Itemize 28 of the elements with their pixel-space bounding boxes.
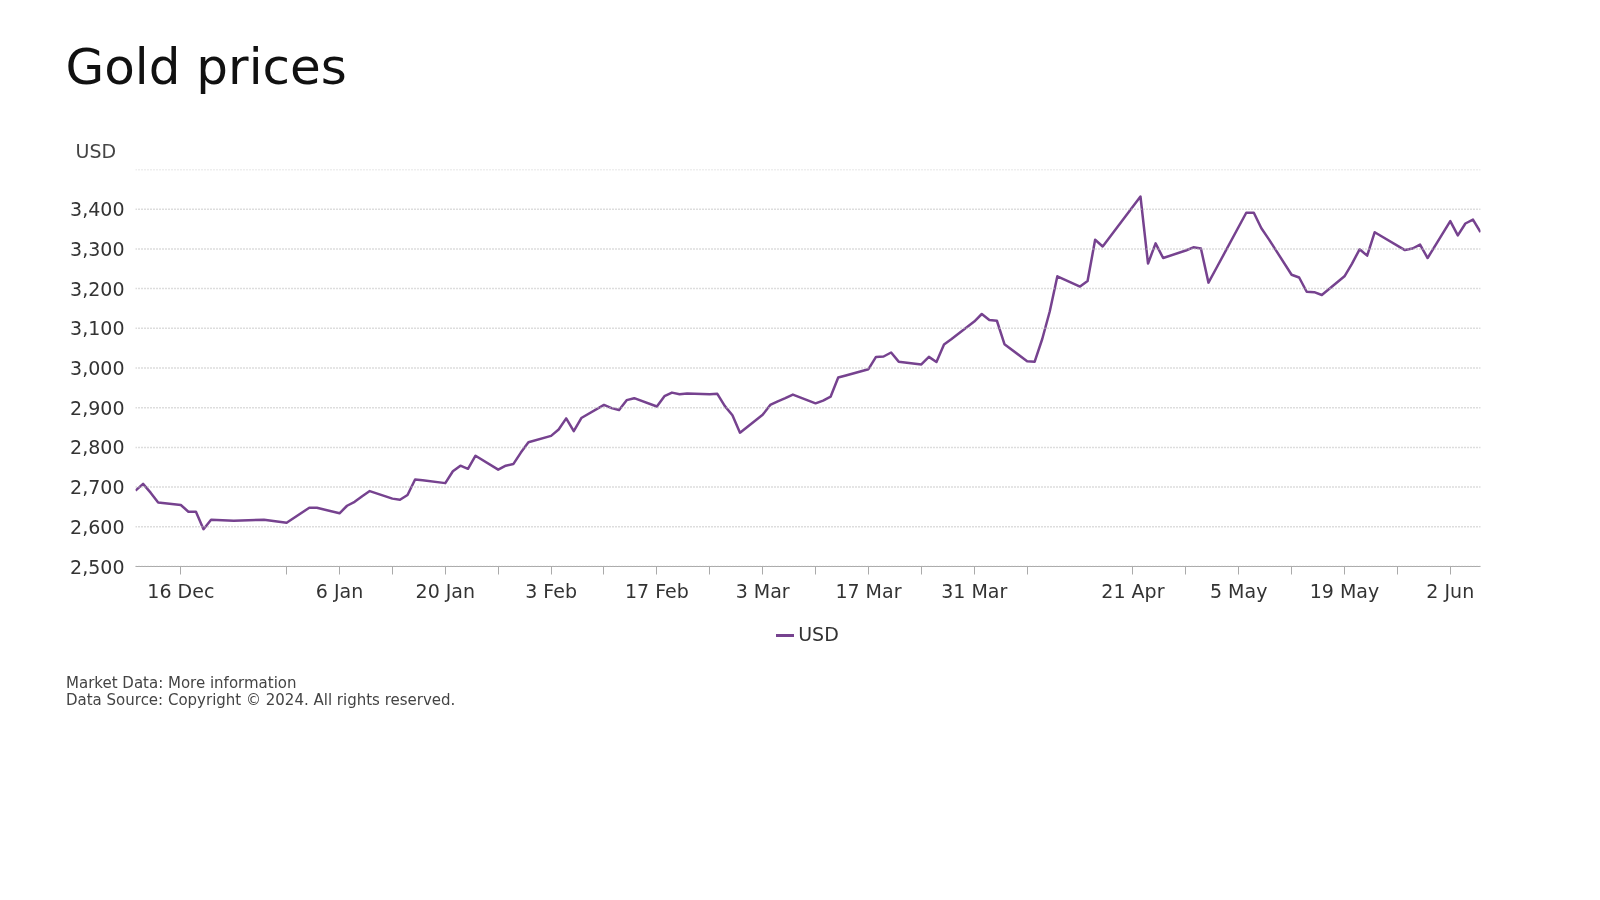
x-tick-label: 19 May: [1309, 579, 1380, 602]
y-tick-label: 2,700: [70, 476, 125, 499]
y-tick-label: 3,100: [70, 317, 125, 340]
text: Market Data: More information: [66, 674, 298, 692]
y-tick-label: 2,900: [70, 396, 125, 419]
x-tick-label: 16 Dec: [147, 579, 215, 602]
y-tick-label: 2,500: [70, 555, 125, 578]
y-tick-label: 3,400: [70, 198, 125, 221]
y-tick-label: 3,300: [70, 237, 125, 260]
x-tick-label: 2 Jun: [1426, 579, 1475, 602]
source-note: Data Source: Copyright © 2024. All rights reserved.: [66, 691, 457, 709]
x-tick-label: 31 Mar: [941, 579, 1008, 602]
x-tick-label: 17 Feb: [624, 579, 689, 602]
legend-label: USD: [797, 623, 840, 645]
y-tick-label: 2,600: [70, 515, 125, 538]
y-tick-label: 3,000: [70, 357, 125, 379]
y-tick-label: 2,800: [70, 436, 125, 459]
y-tick-label: 3,200: [70, 277, 125, 300]
x-tick-label: 3 Feb: [525, 579, 577, 602]
x-tick-label: 20 Jan: [415, 579, 476, 602]
x-tick-label: 17 Mar: [835, 579, 902, 602]
y-axis-title: USD: [75, 140, 117, 162]
x-tick-label: 3 Mar: [735, 579, 790, 602]
x-tick-label: 21 Apr: [1101, 579, 1165, 602]
chart-title: Gold prices: [65, 37, 347, 96]
line-series: [135, 195, 1481, 531]
x-tick-label: 5 May: [1210, 579, 1268, 602]
x-tick-label: 6 Jan: [315, 579, 364, 602]
